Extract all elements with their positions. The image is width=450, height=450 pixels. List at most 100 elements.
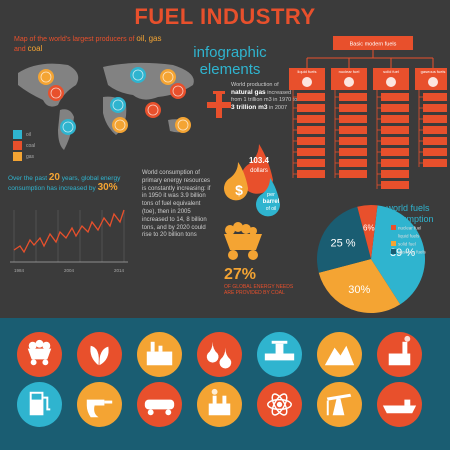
map-caption-gas: gas — [148, 34, 162, 43]
pie-slice — [317, 206, 371, 273]
pie-legend-swatch — [391, 233, 396, 238]
gas-line-3: in 2007 — [269, 105, 288, 111]
tree-cell — [423, 93, 447, 101]
tree-cell — [297, 104, 325, 112]
page-subtitle: infographic elements — [170, 44, 290, 78]
history-years: 20 — [48, 172, 60, 183]
tree-cell — [381, 170, 409, 178]
tree-category-label: liquid fuels — [298, 69, 317, 74]
pie-slice — [357, 205, 378, 259]
map-marker — [112, 117, 128, 133]
tree-cell — [381, 148, 409, 156]
tree-category-label: solid fuel — [383, 69, 399, 74]
subtitle-line-2: elements — [199, 61, 261, 78]
map-marker — [60, 119, 76, 135]
tree-cell — [339, 93, 367, 101]
line-x-label-2: 2004 — [64, 268, 75, 273]
history-pct: 30% — [97, 182, 118, 193]
map-caption-of: of — [128, 36, 135, 43]
mountain-mine-icon — [317, 332, 362, 377]
map-marker — [160, 69, 176, 85]
tree-category-icon — [344, 77, 354, 87]
history-text: Over the past 20 years, global energy co… — [8, 173, 133, 193]
tree-cell — [381, 115, 409, 123]
pie-slice-label: 6% — [363, 224, 375, 233]
fuel-tree-diagram: Basic modern fuels liquid fuels nuclear f… — [289, 36, 447, 189]
tree-category-label: gaseous fuels — [421, 69, 446, 74]
tree-cell — [423, 115, 447, 123]
tree-root-box — [333, 36, 413, 50]
coal-text: OF GLOBAL ENERGY NEEDS ARE PROVIDED BY C… — [224, 284, 294, 296]
consumption-text: World consumption of primary energy reso… — [142, 170, 211, 239]
power-plant-icon — [377, 332, 422, 377]
pie-legend-swatch — [391, 225, 396, 230]
legend-oil-label: oil — [26, 132, 31, 138]
tree-cell — [339, 115, 367, 123]
page-title: FUEL INDUSTRY — [134, 4, 316, 29]
tree-cell — [381, 181, 409, 189]
pie-title-line-1: world fuels — [386, 203, 430, 213]
coal-cart-icon — [17, 332, 62, 377]
fuel-nozzle-icon — [77, 382, 122, 427]
tree-cell — [297, 170, 325, 178]
tree-cell — [423, 104, 447, 112]
pie-title-line-2: consumption — [382, 214, 434, 224]
money-drops-icon — [197, 332, 242, 377]
tree-cell — [381, 93, 409, 101]
tree-cell — [297, 159, 325, 167]
tree-cell — [339, 148, 367, 156]
map-caption: Map of the world's largest producers of … — [14, 34, 164, 54]
map-caption-and: and — [14, 46, 26, 53]
tree-cell — [339, 170, 367, 178]
oil-price-drops: 103.4 dollars $ per barrel of oil — [224, 144, 281, 217]
legend-coal-label: coal — [26, 143, 35, 149]
map-marker — [170, 83, 186, 99]
tanker-ship-icon — [377, 382, 422, 427]
pie-slice — [318, 259, 401, 313]
pie-slice-label: 30% — [348, 284, 370, 296]
map-marker — [38, 69, 54, 85]
tree-category-icon — [302, 77, 312, 87]
pie-legend-swatch — [391, 241, 396, 246]
gas-production-text: World production of natural gas increase… — [231, 82, 301, 112]
tree-cell — [423, 159, 447, 167]
legend-gas-swatch — [13, 152, 22, 161]
tree-cell — [297, 137, 325, 145]
tree-cell — [297, 126, 325, 134]
tree-category-icon — [386, 77, 396, 87]
gas-pump-icon — [17, 382, 62, 427]
legend-oil-swatch — [13, 130, 22, 139]
map-caption-coal: coal — [27, 44, 43, 53]
line-x-label-1: 1984 — [14, 268, 25, 273]
oil-price-value: 103.4 — [249, 156, 270, 165]
tree-cell — [339, 126, 367, 134]
gas-line-2: increased from 1 trillion m3 in 1970 to — [231, 90, 298, 103]
chimney-smoke-icon — [197, 382, 242, 427]
tree-cell — [423, 137, 447, 145]
fuels-pie-chart: 39 % 30% 25 % 6% nuclear fuel liquid fuels so… — [317, 205, 427, 313]
tree-cell — [423, 148, 447, 156]
tree-cell — [339, 104, 367, 112]
pie-slice-label: 39 % — [390, 247, 415, 259]
tree-cell — [339, 137, 367, 145]
pie-legend-label: gaseous fuels — [398, 250, 427, 255]
oil-price-per: per — [267, 192, 275, 198]
tree-category-icon — [428, 77, 438, 87]
tree-cell — [423, 126, 447, 134]
gas-valve-icon — [207, 91, 231, 118]
oil-price-barrel: barrel — [263, 199, 280, 205]
legend-gas-label: gas — [26, 154, 35, 160]
map-caption-oil: oil, — [136, 34, 147, 43]
subtitle-line-1: infographic — [193, 44, 267, 61]
oil-price-unit: dollars — [250, 168, 268, 174]
oil-pump-jack-icon — [317, 382, 362, 427]
tree-cell — [297, 93, 325, 101]
map-marker — [110, 97, 126, 113]
map-marker — [48, 85, 64, 101]
consumption-line-chart: 1984 2004 2014 — [10, 209, 128, 273]
tree-cell — [297, 115, 325, 123]
pie-legend-label: nuclear fuel — [398, 226, 421, 231]
oil-price-of-oil: of oil — [266, 206, 277, 212]
tree-cell — [381, 104, 409, 112]
map-marker — [145, 102, 161, 118]
